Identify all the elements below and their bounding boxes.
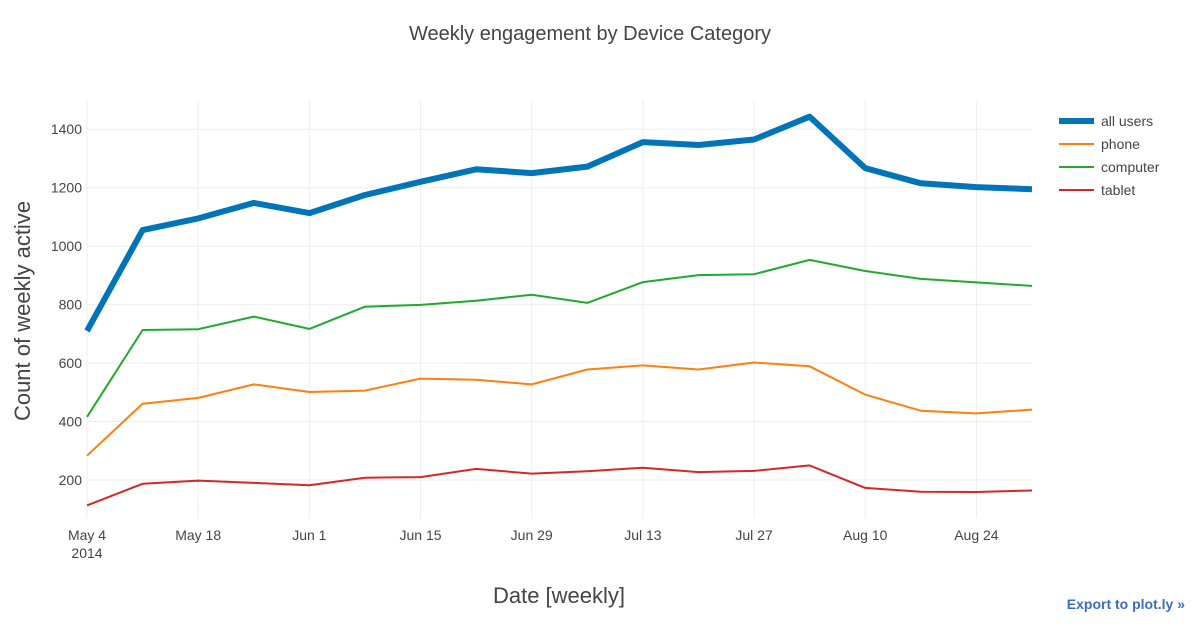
legend-label-computer: computer	[1101, 159, 1160, 175]
export-to-plotly-link[interactable]: Export to plot.ly »	[1066, 596, 1185, 612]
legend-label-all-users: all users	[1101, 113, 1153, 129]
x-tick-label: May 18	[175, 527, 221, 543]
x-tick-label: Aug 24	[954, 527, 999, 543]
series-line-computer	[86, 258, 1033, 418]
series-line-all-users	[84, 113, 1033, 333]
x-tick-label: Jun 1	[292, 527, 326, 543]
y-tick-label: 600	[59, 355, 83, 371]
x-tick-label: May 4	[68, 527, 106, 543]
grid	[86, 100, 1032, 518]
y-axis-label: Count of weekly active	[10, 201, 35, 421]
chart-title: Weekly engagement by Device Category	[409, 23, 771, 45]
x-tick-label: Jun 15	[400, 527, 442, 543]
y-tick-label: 1200	[51, 180, 82, 196]
x-tick-label: Jul 13	[624, 527, 662, 543]
legend-label-tablet: tablet	[1101, 182, 1135, 198]
x-tick-label: Jun 29	[511, 527, 553, 543]
legend: all users phone computer tablet	[1059, 113, 1160, 198]
x-axis-label: Date [weekly]	[493, 583, 625, 608]
legend-label-phone: phone	[1101, 136, 1140, 152]
y-axis-ticks: 200 400 600 800 1000 1200 1400	[51, 121, 82, 488]
y-tick-label: 400	[59, 414, 83, 430]
x-year-label: 2014	[71, 545, 102, 561]
y-tick-label: 1000	[51, 238, 82, 254]
y-tick-label: 200	[59, 472, 83, 488]
x-axis-ticks: May 4 May 18 Jun 1 Jun 15 Jun 29 Jul 13 Jul 27…	[68, 527, 999, 561]
x-tick-label: Aug 10	[843, 527, 888, 543]
series-line-phone	[86, 361, 1033, 457]
y-tick-label: 1400	[51, 121, 82, 137]
series-lines	[84, 113, 1033, 507]
y-tick-label: 800	[59, 297, 83, 313]
series-line-tablet	[86, 464, 1033, 507]
x-tick-label: Jul 27	[735, 527, 773, 543]
